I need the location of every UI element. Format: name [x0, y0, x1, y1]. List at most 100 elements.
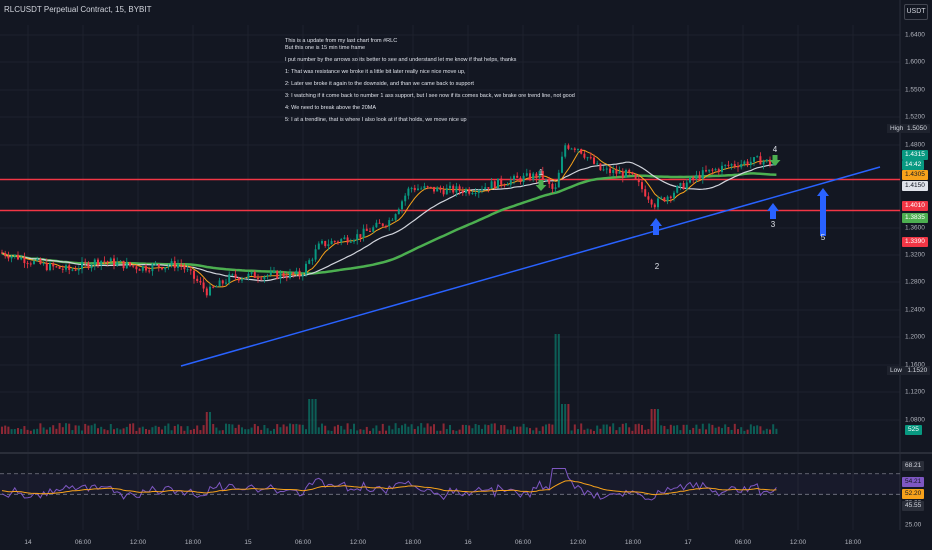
volume-bar [401, 425, 403, 434]
volume-bar [737, 429, 739, 434]
candle-body [167, 265, 170, 268]
candle-body [468, 189, 471, 194]
candle-body [333, 241, 336, 243]
volume-bar [23, 426, 26, 434]
candle-body [721, 165, 723, 172]
volume-bar [743, 430, 746, 434]
candle-body [369, 230, 371, 232]
volume-bar [705, 429, 707, 434]
candle-body [202, 282, 205, 289]
candle-body [295, 270, 298, 275]
volume-bar [13, 429, 16, 434]
candle-body [756, 156, 759, 158]
volume-bar [58, 423, 61, 434]
time-tick-label: 12:00 [789, 539, 807, 546]
volume-bar [381, 423, 384, 434]
volume-bar [193, 428, 195, 434]
volume-bar [148, 429, 151, 434]
candle-body [205, 288, 208, 296]
candle-body [269, 271, 272, 276]
volume-bar [397, 428, 400, 434]
arrow-number-label: 1 [538, 168, 544, 177]
candle-body [7, 256, 10, 259]
candle-body [615, 169, 618, 174]
candle-body [420, 188, 423, 190]
volume-bar [269, 430, 272, 434]
candle-body [221, 280, 224, 284]
time-tick-label: 18:00 [844, 539, 862, 546]
volume-bar [100, 426, 103, 434]
volume-bar [733, 423, 736, 434]
candle-body [282, 272, 285, 278]
candle-body [634, 174, 637, 179]
candle-body [641, 182, 643, 190]
volume-bar [417, 426, 419, 434]
volume-bar [602, 424, 605, 434]
volume-bar [493, 423, 496, 434]
candle-body [714, 169, 717, 171]
volume-bar [746, 429, 749, 434]
time-tick-label: 17 [684, 539, 692, 546]
candle-body [39, 258, 42, 265]
volume-bar [522, 423, 525, 434]
candle-body [93, 259, 96, 266]
candle-body [666, 196, 669, 202]
volume-bar [484, 424, 487, 434]
candle-body [746, 161, 749, 166]
candle-body [385, 225, 387, 227]
candle-body [23, 257, 26, 264]
candle-body [701, 170, 704, 179]
candle-body [503, 184, 506, 186]
volume-bar [695, 424, 698, 434]
candle-body [276, 270, 279, 279]
volume-bar [4, 425, 7, 434]
volume-bar [532, 430, 535, 434]
volume-bar [452, 430, 455, 434]
volume-bar [87, 425, 90, 434]
candle-body [605, 168, 608, 170]
candle-body [45, 263, 48, 271]
volume-bar [103, 429, 106, 434]
volume-bar [292, 424, 295, 434]
time-tick-label: 18:00 [624, 539, 642, 546]
candle-body [740, 164, 743, 168]
candle-body [609, 168, 611, 173]
volume-bar [490, 423, 493, 434]
volume-bar [189, 429, 192, 434]
candle-body [570, 148, 573, 150]
volume-bar [314, 399, 317, 434]
candle-body [772, 163, 775, 165]
volume-bar [749, 424, 752, 434]
volume-bar [90, 425, 93, 434]
candle-body [289, 272, 291, 279]
arrow-number-label: 4 [772, 145, 778, 154]
candle-body [138, 269, 141, 271]
candle-body [170, 261, 173, 266]
candle-body [145, 266, 147, 271]
candle-body [74, 269, 77, 271]
volume-bar [426, 423, 429, 434]
volume-bar [513, 426, 515, 434]
volume-bar [647, 429, 650, 434]
volume-bar [481, 428, 483, 434]
candle-body [397, 209, 400, 215]
candle-body [474, 193, 477, 195]
candle-body [189, 269, 192, 271]
candle-body [250, 272, 253, 274]
candle-body [314, 249, 317, 260]
volume-bar [122, 428, 125, 434]
candle-body [353, 240, 355, 242]
volume-bar [365, 426, 368, 434]
arrow-number-label: 5 [820, 233, 826, 242]
volume-value-label: 525 [905, 425, 922, 435]
currency-button[interactable]: USDT [904, 4, 928, 20]
volume-bar [276, 424, 279, 434]
candle-body [647, 196, 650, 200]
candle-body [298, 270, 301, 277]
price-tick-label: 1.0800 [905, 416, 925, 424]
candle-body [545, 179, 547, 181]
candle-body [471, 193, 474, 195]
note-line: 2: Later we broke it again to the downsi… [285, 81, 474, 87]
candle-body [330, 241, 333, 245]
